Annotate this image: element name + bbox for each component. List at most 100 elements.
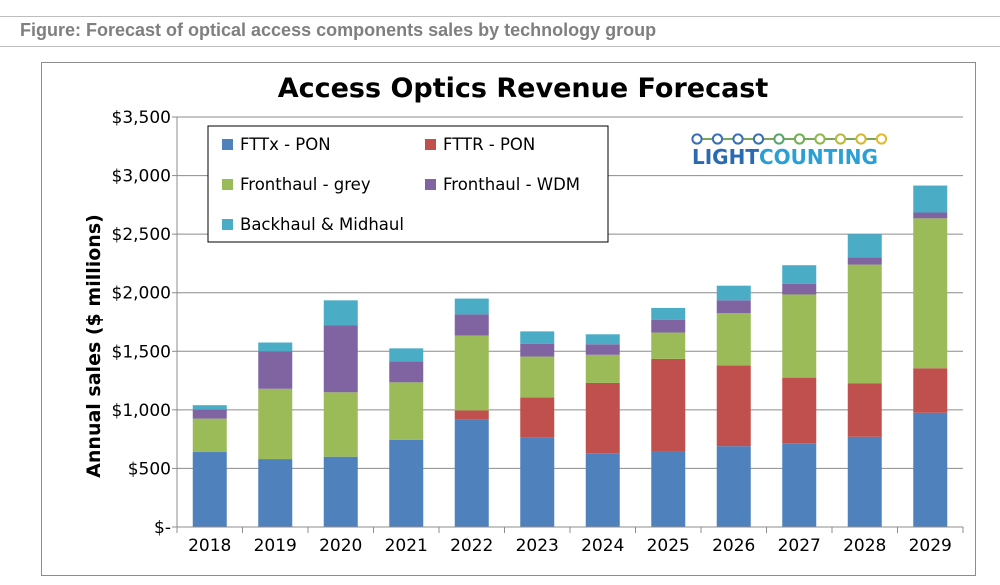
x-tick-label: 2029 [909, 536, 952, 556]
logo-bead [855, 133, 867, 145]
bar-segment [389, 361, 424, 383]
bar-segment [520, 331, 555, 344]
y-tick-label: $3,500 [112, 108, 171, 128]
bar-segment [520, 437, 555, 527]
bar-segment [847, 264, 882, 384]
bar-segment [389, 439, 424, 527]
x-tick-labels: 2018 2019 2020 2021 2022 2023 2024 2025 2026 2027… [188, 536, 952, 556]
bar-segment [716, 300, 751, 314]
y-tick-label: $1,000 [112, 401, 171, 421]
bar-segment [323, 300, 358, 326]
legend-swatch [222, 219, 233, 230]
logo-bead [814, 133, 826, 145]
y-tick-label: $500 [128, 459, 171, 479]
x-tick-label: 2021 [385, 536, 428, 556]
bar-segment [258, 342, 293, 352]
logo-text-counting: COUNTING [759, 145, 878, 169]
x-tick-label: 2018 [188, 536, 231, 556]
bar-segment [716, 313, 751, 366]
x-tick-label: 2026 [712, 536, 755, 556]
bar-segment [651, 451, 686, 527]
bar-segment [651, 358, 686, 452]
bar-segment [323, 456, 358, 527]
bar-segment [585, 334, 620, 345]
x-tick-label: 2024 [581, 536, 624, 556]
figure-caption-area: Figure: Forecast of optical access compo… [0, 0, 1000, 48]
bar-segment [192, 452, 227, 527]
logo-bead [752, 133, 765, 145]
y-tick-label: $1,500 [112, 342, 171, 362]
bar-segment [847, 383, 882, 437]
bar-segment [258, 351, 293, 389]
bar-segment [454, 419, 489, 527]
bar-segment [389, 382, 424, 440]
x-tick-label: 2023 [516, 536, 559, 556]
bar-segment [782, 294, 817, 378]
bar-segment [847, 257, 882, 265]
bar-segment [782, 283, 817, 295]
bar-segment [520, 356, 555, 398]
logo-beads-icon [691, 133, 888, 145]
bar-segment [258, 388, 293, 460]
legend-label: Fronthaul - grey [240, 175, 371, 194]
logo-bead [711, 133, 724, 145]
legend: FTTx - PON FTTR - PON Fronthaul - grey Fron… [207, 125, 609, 243]
bar-segment [192, 405, 227, 410]
figure-caption: Figure: Forecast of optical access compo… [20, 20, 657, 40]
bar-segment [454, 314, 489, 336]
legend-swatch [222, 179, 233, 190]
x-tick-label: 2028 [843, 536, 886, 556]
bar-segment [651, 319, 686, 333]
logo-bead [773, 133, 785, 145]
bar-segment [454, 335, 489, 411]
x-tick-label: 2027 [778, 536, 821, 556]
bar-segment [782, 377, 817, 444]
y-tick-label: $2,500 [112, 225, 171, 245]
legend-swatch [425, 139, 436, 150]
bar-segment [585, 354, 620, 383]
legend-label: FTTx - PON [240, 135, 331, 154]
bar-segment [651, 332, 686, 359]
bar-segment [258, 459, 293, 527]
bar-segment [913, 185, 948, 213]
bar-segment [389, 348, 424, 362]
legend-label: FTTR - PON [443, 135, 535, 154]
y-tick-labels: $- $500 $1,000 $1,500 $2,000 $2,500 $3,000 $3,5… [112, 108, 171, 538]
bar-segment [192, 418, 227, 453]
bar-segment [454, 298, 489, 315]
y-tick-label: $2,000 [112, 284, 171, 304]
logo-bead [732, 133, 744, 145]
bar-segment [913, 412, 948, 527]
bar-segment [913, 218, 948, 369]
bar-segment [913, 368, 948, 413]
bar-segment [651, 307, 686, 320]
logo-bead [834, 133, 847, 145]
bar-segment [782, 265, 817, 284]
chart-title: Access Optics Revenue Forecast [278, 73, 769, 104]
bar-segment [716, 446, 751, 527]
logo-bead [793, 133, 806, 145]
y-tick-label: $- [154, 518, 171, 538]
bar-segment [454, 410, 489, 420]
legend-label: Fronthaul - WDM [443, 175, 580, 194]
bar-segment [520, 343, 555, 357]
bar-segment [716, 365, 751, 447]
legend-box [207, 125, 609, 243]
bar-segment [323, 392, 358, 457]
legend-swatch [222, 139, 233, 150]
x-tick-label: 2019 [254, 536, 297, 556]
legend-label: Backhaul & Midhaul [240, 215, 404, 234]
lightcounting-logo: LIGHTCOUNTING [691, 133, 888, 169]
bar-segment [585, 344, 620, 355]
bars [192, 185, 948, 527]
caption-bottom-rule [0, 46, 1000, 47]
bar-segment [913, 212, 948, 219]
logo-bead [691, 133, 703, 145]
x-tick-label: 2022 [450, 536, 493, 556]
bar-segment [847, 436, 882, 527]
bar-segment [847, 234, 882, 258]
logo-bead [875, 133, 888, 145]
caption-top-rule [0, 16, 1000, 17]
bar-segment [585, 453, 620, 527]
axes [172, 116, 964, 533]
